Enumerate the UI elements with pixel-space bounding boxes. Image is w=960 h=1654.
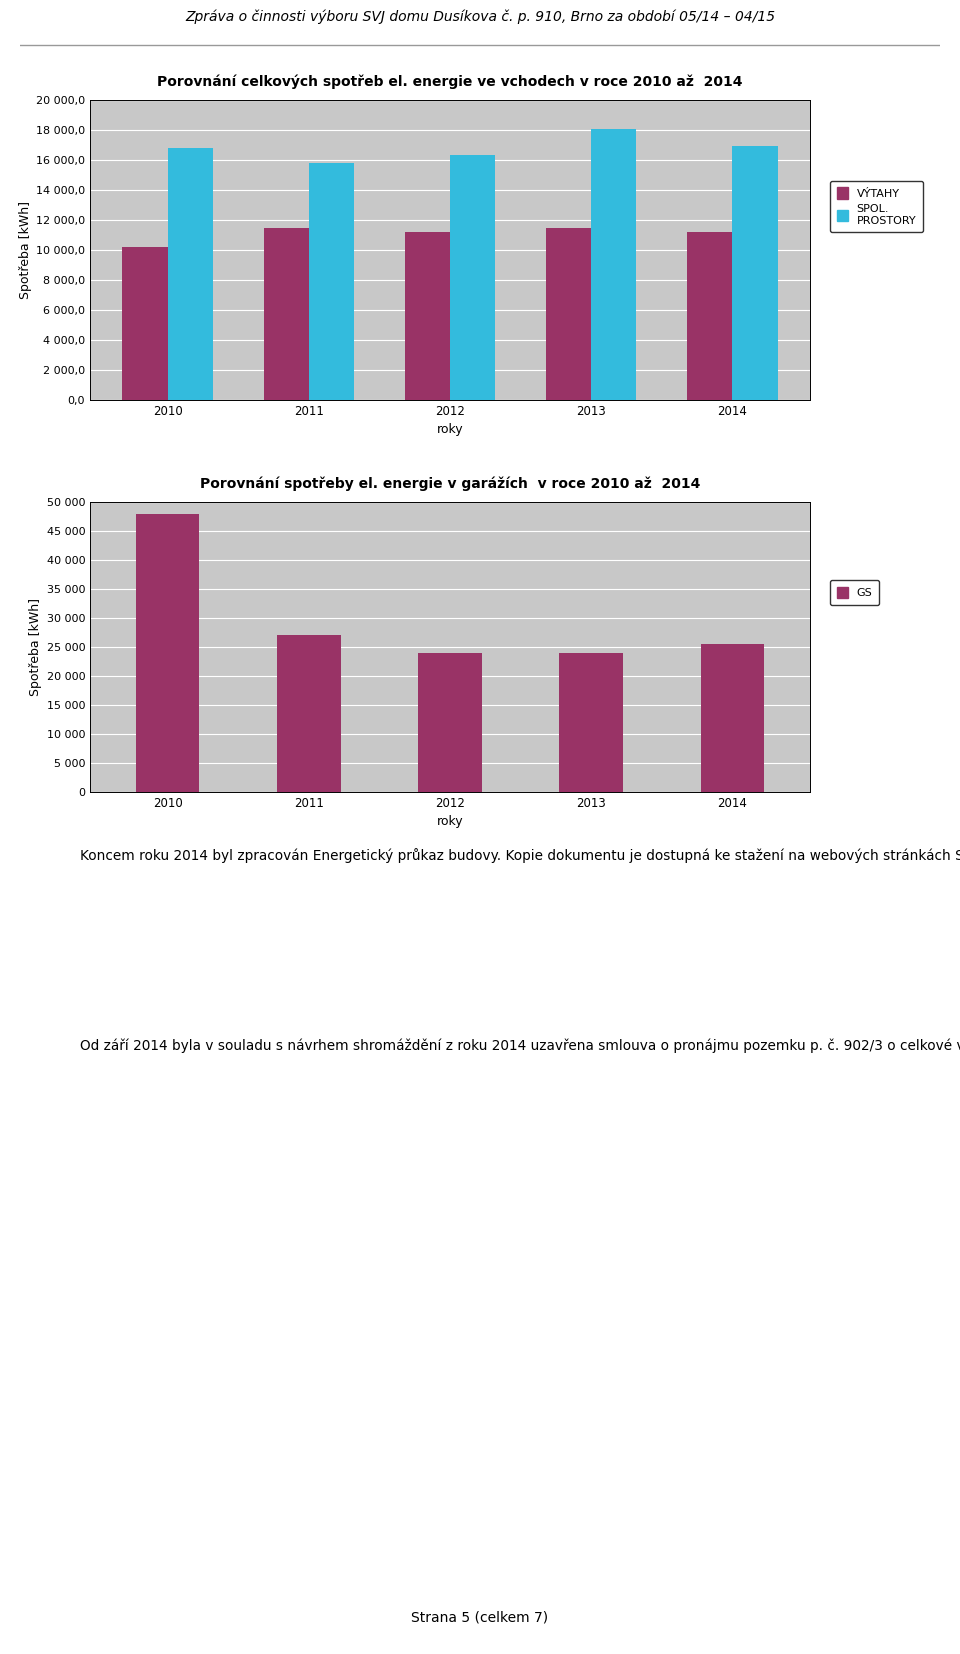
Y-axis label: Spotřeba [kWh]: Spotřeba [kWh]	[30, 599, 42, 696]
Text: Zpráva o činnosti výboru SVJ domu Dusíkova č. p. 910, Brno za období 05/14 – 04/: Zpráva o činnosti výboru SVJ domu Dusíko…	[185, 10, 775, 23]
Bar	[405, 232, 450, 400]
Text: Koncem roku 2014 byl zpracován Energetický průkaz budovy. Kopie dokumentu je dos: Koncem roku 2014 byl zpracován Energetic…	[45, 849, 960, 863]
Bar	[732, 147, 778, 400]
Title: Porovnání spotřeby el. energie v garážích  v roce 2010 až  2014: Porovnání spotřeby el. energie v garážíc…	[200, 476, 700, 491]
Bar	[450, 155, 495, 400]
Text: Od září 2014 byla v souladu s návrhem shromáždění z roku 2014 uzavřena smlouva o: Od září 2014 byla v souladu s návrhem sh…	[45, 1039, 960, 1054]
Bar	[123, 246, 168, 400]
Bar	[546, 228, 591, 400]
Bar	[264, 228, 309, 400]
Bar	[277, 635, 341, 792]
Legend: GS: GS	[830, 581, 879, 605]
Bar	[687, 232, 732, 400]
Bar	[168, 147, 213, 400]
Bar	[309, 164, 354, 400]
Bar	[560, 653, 623, 792]
X-axis label: roky: roky	[437, 815, 464, 829]
Y-axis label: Spotřeba [kWh]: Spotřeba [kWh]	[19, 202, 32, 299]
Text: Strana 5 (celkem 7): Strana 5 (celkem 7)	[412, 1611, 548, 1624]
Legend: VÝTAHY, SPOL.
PROSTORY: VÝTAHY, SPOL. PROSTORY	[830, 180, 923, 233]
Bar	[591, 129, 636, 400]
Bar	[419, 653, 482, 792]
Bar	[701, 643, 764, 792]
Title: Porovnání celkových spotřeb el. energie ve vchodech v roce 2010 až  2014: Porovnání celkových spotřeb el. energie …	[157, 74, 743, 89]
X-axis label: roky: roky	[437, 423, 464, 437]
Bar	[136, 514, 200, 792]
